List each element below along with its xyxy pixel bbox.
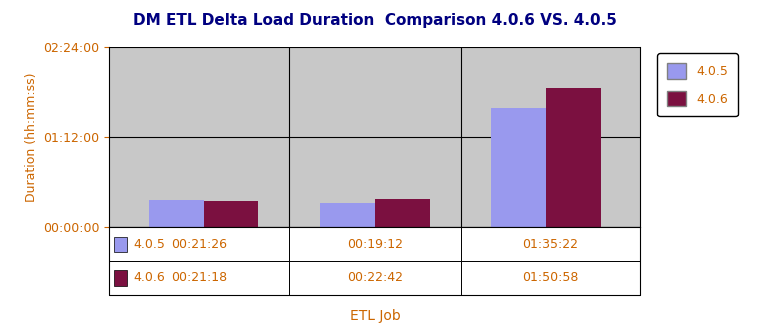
- Bar: [148, 201, 204, 227]
- Legend: 4.0.5, 4.0.6: 4.0.5, 4.0.6: [658, 53, 738, 116]
- Text: 00:19:12: 00:19:12: [347, 238, 403, 251]
- Bar: [113, 270, 127, 286]
- Text: 00:21:26: 00:21:26: [171, 238, 227, 251]
- Text: 4.0.5: 4.0.5: [134, 238, 165, 251]
- Bar: [461, 261, 640, 295]
- Bar: [109, 261, 289, 295]
- Text: DM ETL Delta Load Duration  Comparison 4.0.6 VS. 4.0.5: DM ETL Delta Load Duration Comparison 4.…: [133, 13, 617, 29]
- Bar: [204, 201, 259, 227]
- Text: 00:22:42: 00:22:42: [347, 271, 403, 285]
- Bar: [113, 237, 127, 252]
- Bar: [289, 227, 461, 261]
- Text: 01:50:58: 01:50:58: [522, 271, 579, 285]
- Bar: [109, 227, 289, 261]
- Bar: [289, 261, 461, 295]
- Y-axis label: Duration (hh:mm:ss): Duration (hh:mm:ss): [24, 73, 37, 202]
- Bar: [546, 88, 601, 227]
- Text: 01:35:22: 01:35:22: [522, 238, 579, 251]
- Bar: [375, 199, 430, 227]
- Text: ETL Job: ETL Job: [350, 309, 400, 323]
- Text: 4.0.6: 4.0.6: [134, 271, 165, 285]
- Text: 00:21:18: 00:21:18: [171, 271, 227, 285]
- Bar: [491, 108, 546, 227]
- Bar: [461, 227, 640, 261]
- Bar: [320, 203, 375, 227]
